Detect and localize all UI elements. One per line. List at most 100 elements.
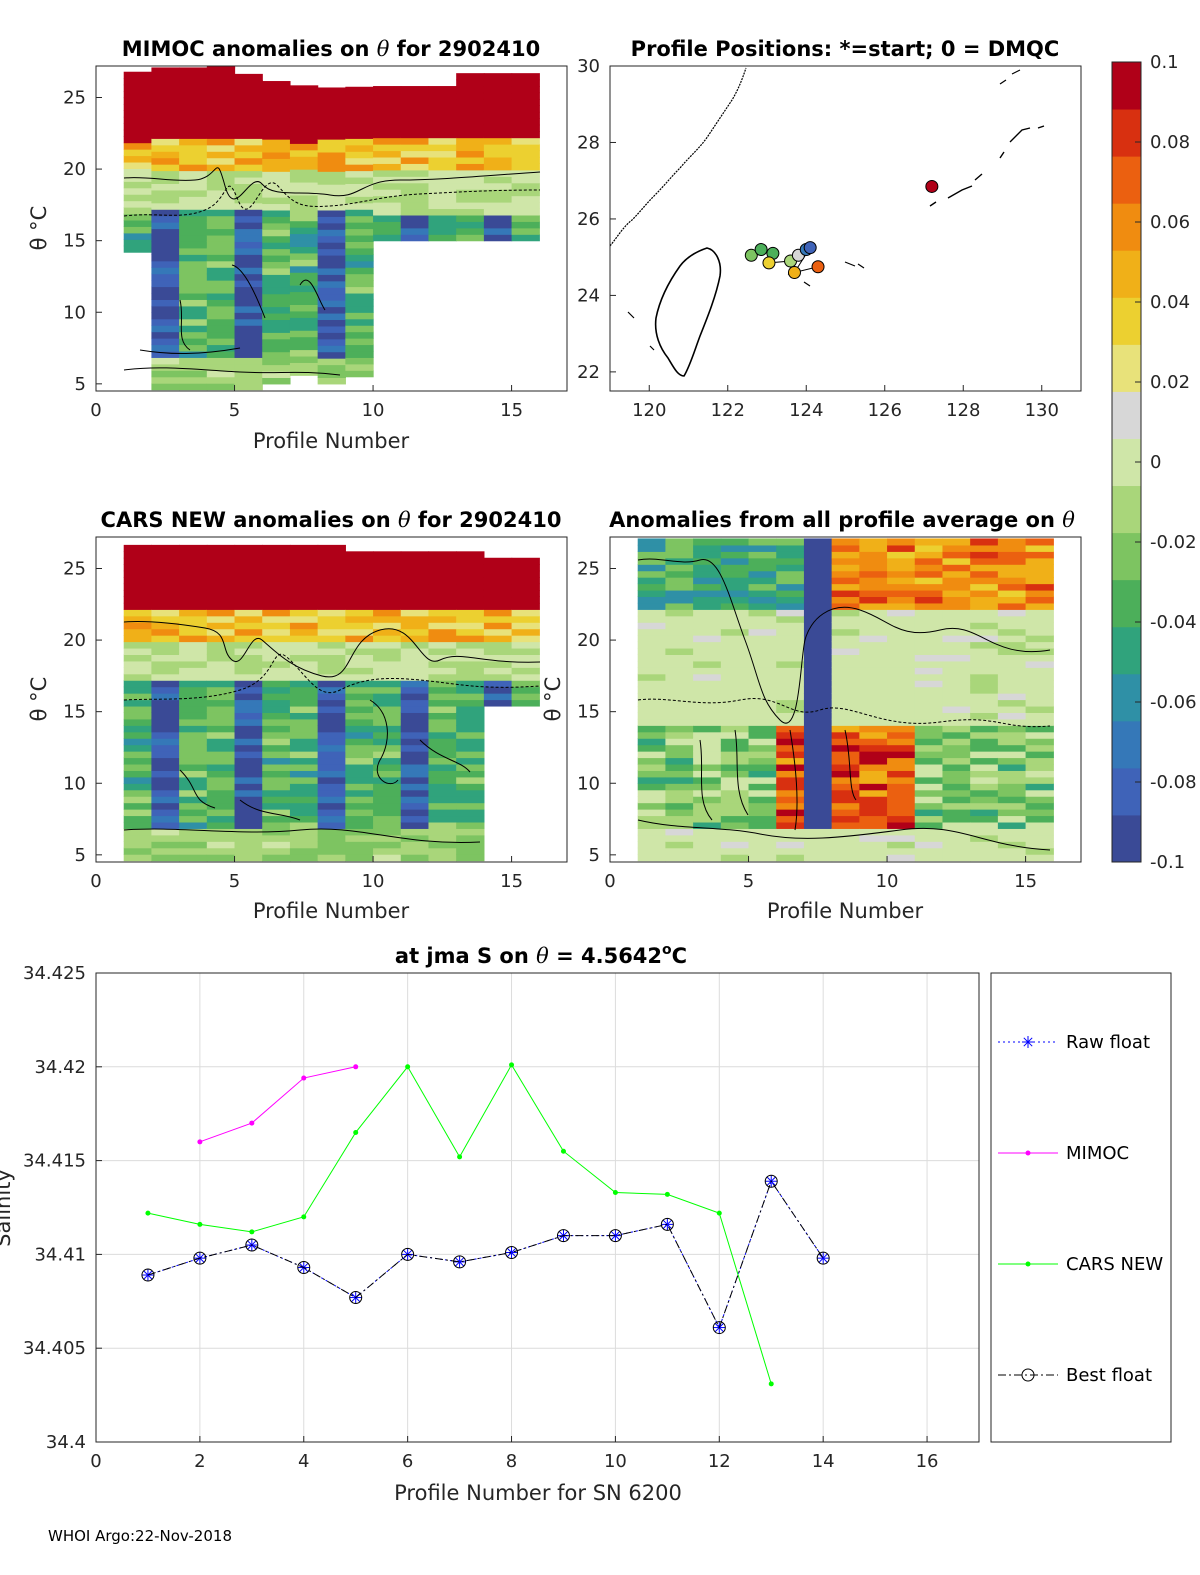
heatmap-cell (179, 196, 208, 204)
heatmap-cell (123, 213, 153, 221)
heatmap-cell (206, 589, 236, 598)
heatmap-cell (456, 182, 485, 190)
heatmap-cell (483, 131, 513, 139)
heatmap-cell (665, 854, 694, 862)
heatmap-cell (693, 596, 722, 604)
heatmap-cell (720, 821, 750, 829)
heatmap-cell (859, 628, 888, 636)
heatmap-cell (234, 125, 263, 133)
heatmap-cell (151, 112, 180, 120)
heatmap-cell (317, 660, 346, 668)
heatmap-cell (123, 564, 153, 572)
heatmap-cell (151, 312, 180, 320)
heatmap-cell (345, 854, 374, 862)
heatmap-cell (720, 854, 750, 862)
heatmap-cell (511, 680, 540, 688)
heatmap-cell (123, 660, 153, 668)
heatmap-cell (637, 602, 667, 610)
heatmap-cell (345, 738, 374, 746)
heatmap-cell (373, 809, 402, 817)
heatmap-cell (400, 763, 430, 771)
heatmap-cell (289, 847, 319, 855)
heatmap-cell (776, 686, 805, 694)
heatmap-cell (317, 796, 346, 804)
heatmap-cell (831, 538, 860, 546)
heatmap-cell (234, 609, 263, 617)
heatmap-cell (748, 854, 777, 862)
heatmap-cell (179, 151, 208, 159)
heatmap-cell (914, 654, 944, 662)
heatmap-cell (179, 125, 208, 133)
heatmap-cell (914, 770, 944, 778)
heatmap-cell (1025, 763, 1054, 771)
heatmap-cell (748, 828, 777, 836)
heatmap-cell (970, 551, 999, 559)
heatmap-cell (456, 79, 485, 87)
heatmap-cell (942, 763, 971, 771)
heatmap-cell (914, 783, 944, 791)
heatmap-cell (942, 809, 971, 817)
heatmap-cell (942, 628, 971, 636)
heatmap-cell (942, 796, 971, 804)
heatmap-cell (345, 280, 374, 288)
heatmap-cell (665, 699, 694, 707)
heatmap-cell (456, 744, 485, 752)
heatmap-cell (997, 557, 1027, 565)
heatmap-cell (289, 227, 319, 235)
heatmap-cell (859, 673, 888, 681)
heatmap-cell (317, 680, 346, 688)
heatmap-cell (776, 712, 805, 720)
heatmap-cell (914, 564, 944, 572)
heatmap-cell (456, 589, 485, 598)
heatmap-cell (123, 78, 153, 86)
heatmap-cell (887, 841, 916, 849)
heatmap-cell (859, 744, 888, 752)
heatmap-cell (748, 589, 777, 598)
heatmap-cell (970, 757, 999, 765)
heatmap-cell (123, 770, 153, 778)
legend-item: Raw float (998, 1032, 1150, 1053)
heatmap-cell (748, 738, 777, 746)
heatmap-cell (262, 854, 291, 862)
heatmap-cell (456, 718, 485, 726)
heatmap-cell (942, 744, 971, 752)
heatmap-cell (914, 673, 944, 681)
heatmap-cell (859, 641, 888, 649)
heatmap-cell (345, 260, 374, 268)
heatmap-cell (151, 557, 180, 565)
heatmap-cell (456, 783, 485, 791)
heatmap-cell (123, 828, 153, 836)
heatmap-cell (428, 182, 457, 190)
heatmap-cell (693, 802, 722, 810)
heatmap-cell (511, 124, 540, 132)
heatmap-cell (373, 221, 402, 229)
heatmap-cell (637, 809, 667, 817)
heatmap-cell (179, 325, 208, 333)
heatmap-cell (887, 538, 916, 546)
heatmap-cell (483, 583, 513, 591)
heatmap-cell (206, 815, 236, 823)
heatmap-cell (456, 208, 485, 216)
heatmap-cell (317, 551, 346, 559)
heatmap-cell (373, 570, 402, 578)
heatmap-cell (317, 738, 346, 746)
heatmap-cell (151, 350, 180, 358)
heatmap-cell (289, 239, 319, 247)
heatmap-cell (262, 300, 291, 308)
heatmap-cell (262, 660, 291, 668)
data-point (712, 1321, 726, 1335)
heatmap-cell (234, 80, 263, 88)
heatmap-cell (511, 615, 540, 623)
heatmap-cell (456, 156, 485, 164)
heatmap-cell (803, 538, 833, 546)
heatmap-cell (151, 602, 180, 610)
heatmap-cell (428, 783, 457, 791)
heatmap-cell (970, 828, 999, 836)
heatmap-cell (400, 628, 430, 636)
heatmap-cell (914, 570, 944, 578)
heatmap-cell (289, 776, 319, 784)
heatmap-cell (317, 280, 346, 288)
heatmap-cell (373, 660, 402, 668)
heatmap-cell (803, 821, 833, 829)
heatmap-cell (970, 654, 999, 662)
